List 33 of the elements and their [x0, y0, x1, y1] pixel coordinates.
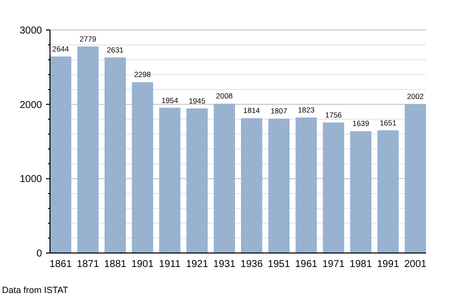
bar	[214, 104, 235, 253]
x-tick-label: 2001	[404, 259, 427, 270]
bar	[50, 56, 72, 253]
bar	[159, 108, 180, 253]
bar	[350, 131, 372, 253]
y-tick-label: 1000	[20, 174, 42, 186]
bar	[241, 118, 262, 253]
x-tick-label: 1901	[131, 259, 154, 270]
x-tick-label: 1881	[104, 259, 127, 270]
x-tick-label: 1951	[268, 259, 290, 270]
bar	[322, 122, 344, 253]
bar	[132, 82, 154, 253]
bar	[377, 130, 399, 253]
bar	[404, 104, 426, 253]
bar	[296, 117, 317, 253]
x-tick-label: 1961	[295, 259, 318, 270]
text: Data from ISTAT	[2, 285, 69, 295]
bar	[77, 46, 99, 253]
y-tick-label: 3000	[20, 26, 42, 36]
bar	[104, 57, 126, 253]
bar	[186, 108, 208, 253]
x-tick-label: 1871	[76, 259, 100, 270]
x-tick-label: 1861	[50, 259, 72, 270]
x-tick-label: 1981	[350, 259, 372, 270]
x-tick-label: 1971	[322, 259, 346, 270]
x-tick-label: 1991	[376, 259, 400, 270]
y-tick-label: 2000	[20, 100, 42, 111]
x-tick-label: 1911	[159, 259, 181, 270]
x-tick-label: 1921	[186, 259, 209, 270]
x-tick-label: 1936	[240, 259, 264, 270]
y-tick-label: 0	[36, 248, 42, 260]
bar	[268, 118, 290, 253]
x-tick-label: 1931	[213, 259, 236, 270]
